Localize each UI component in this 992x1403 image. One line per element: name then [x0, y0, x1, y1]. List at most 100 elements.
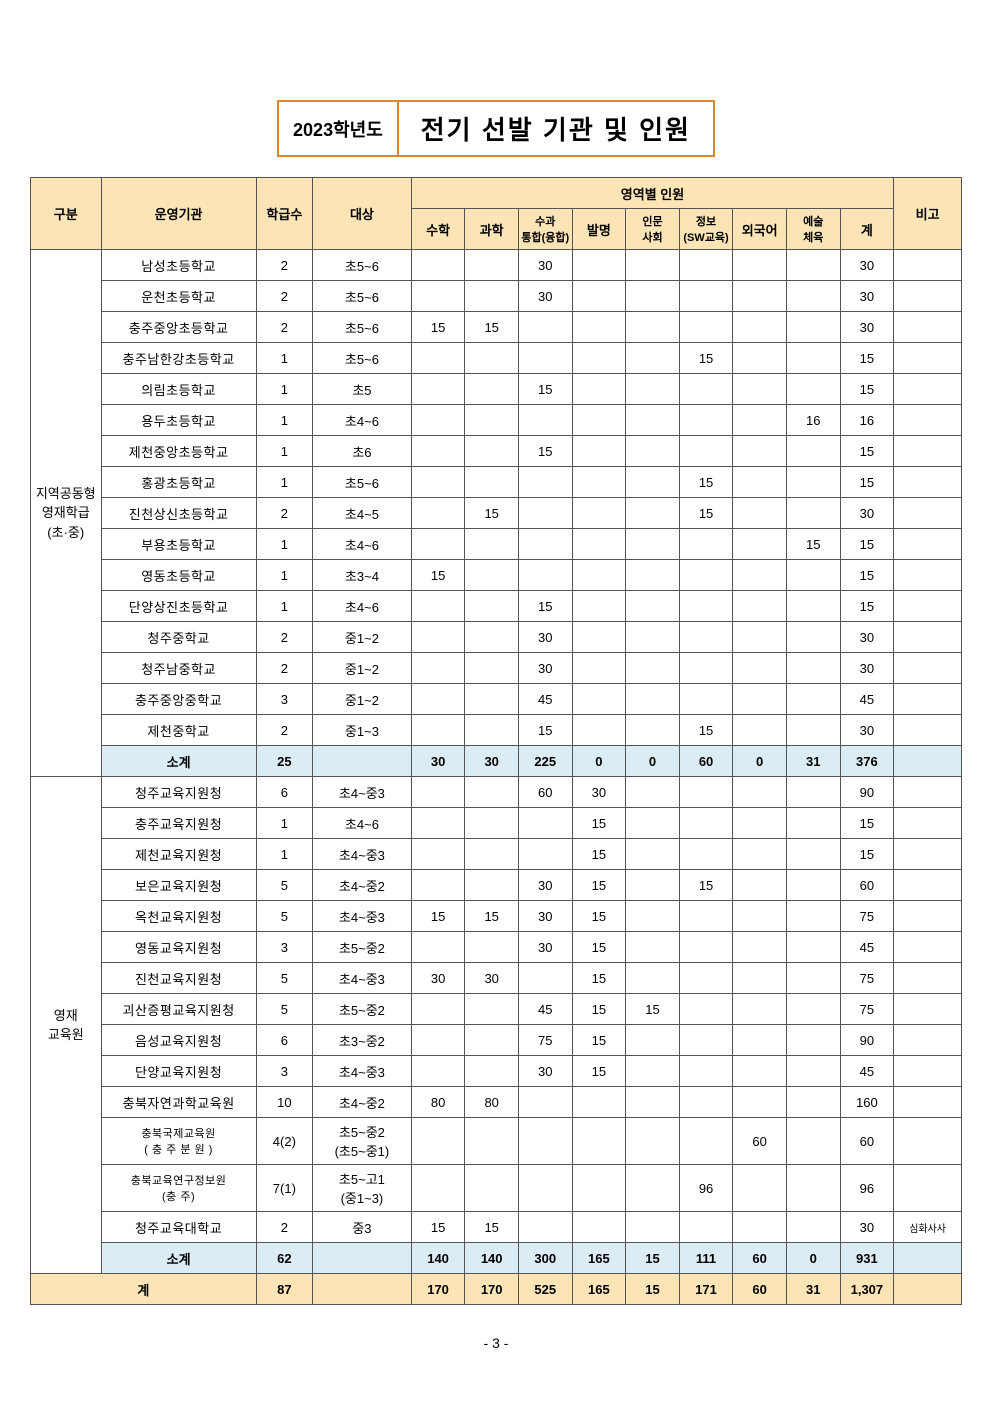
th-area-3: 발명 [572, 209, 626, 250]
cell [894, 1243, 962, 1274]
cell [679, 1118, 733, 1165]
cell [894, 622, 962, 653]
cell [786, 1056, 840, 1087]
cell: 1 [256, 374, 312, 405]
cell: 2 [256, 498, 312, 529]
cell [572, 1087, 626, 1118]
cell [313, 746, 412, 777]
cell: 5 [256, 901, 312, 932]
cell: 1 [256, 591, 312, 622]
cell: 15 [840, 374, 894, 405]
cell [465, 1165, 519, 1212]
cell: 청주교육대학교 [101, 1212, 256, 1243]
cell [465, 281, 519, 312]
cell: 60 [733, 1118, 787, 1165]
cell: 충주중앙초등학교 [101, 312, 256, 343]
cell: 15 [626, 1274, 680, 1305]
cell: 87 [256, 1274, 312, 1305]
cell [465, 436, 519, 467]
cell [894, 1025, 962, 1056]
cell [679, 405, 733, 436]
cell [572, 560, 626, 591]
cell: 초3~중2 [313, 1025, 412, 1056]
cell: 75 [518, 1025, 572, 1056]
cell [626, 591, 680, 622]
cell [679, 1212, 733, 1243]
cell [733, 1056, 787, 1087]
table-row: 용두초등학교1초4~61616 [31, 405, 962, 436]
table-row: 단양상진초등학교1초4~61515 [31, 591, 962, 622]
cell [786, 1118, 840, 1165]
cell: 2 [256, 1212, 312, 1243]
cell [572, 1118, 626, 1165]
cell [786, 622, 840, 653]
table-row: 충북교육연구정보원 (충 주)7(1)초5~고1 (중1~3)9696 [31, 1165, 962, 1212]
cell [786, 994, 840, 1025]
cell [411, 436, 465, 467]
cell [465, 560, 519, 591]
cell [411, 498, 465, 529]
cell: 111 [679, 1243, 733, 1274]
cell [411, 622, 465, 653]
cell [626, 250, 680, 281]
table-row: 괴산증평교육지원청5초5~중245151575 [31, 994, 962, 1025]
cell: 45 [840, 684, 894, 715]
cell: 2 [256, 715, 312, 746]
cell [786, 870, 840, 901]
cell [465, 653, 519, 684]
cell [465, 343, 519, 374]
cell [894, 684, 962, 715]
cell [679, 529, 733, 560]
cell [733, 250, 787, 281]
cell: 1 [256, 529, 312, 560]
cell: 376 [840, 746, 894, 777]
cell: 초5~6 [313, 281, 412, 312]
cell [572, 281, 626, 312]
cell [465, 467, 519, 498]
th-area-group: 영역별 인원 [411, 178, 893, 209]
cell [894, 405, 962, 436]
cell [786, 250, 840, 281]
cell [679, 436, 733, 467]
table-row: 진천교육지원청5초4~중330301575 [31, 963, 962, 994]
cell [572, 374, 626, 405]
cell: 30 [518, 622, 572, 653]
th-classes: 학급수 [256, 178, 312, 250]
cell [786, 653, 840, 684]
cell [411, 715, 465, 746]
subtotal-row: 소계6214014030016515111600931 [31, 1243, 962, 1274]
cell [786, 1165, 840, 1212]
cell: 90 [840, 777, 894, 808]
cell [894, 963, 962, 994]
cell [572, 1165, 626, 1212]
cell [411, 1025, 465, 1056]
cell: 15 [518, 374, 572, 405]
cell: 초4~중3 [313, 1056, 412, 1087]
cell [411, 405, 465, 436]
cell [518, 1118, 572, 1165]
cell [465, 777, 519, 808]
cell [411, 653, 465, 684]
cell: 30 [840, 653, 894, 684]
cell [679, 374, 733, 405]
cell [465, 932, 519, 963]
cell [679, 963, 733, 994]
cell: 30 [518, 870, 572, 901]
cell: 15 [572, 963, 626, 994]
cell: 15 [411, 312, 465, 343]
cell: 171 [679, 1274, 733, 1305]
cell: 소계 [101, 746, 256, 777]
cell [626, 312, 680, 343]
cell [894, 1087, 962, 1118]
cell: 충주교육지원청 [101, 808, 256, 839]
th-area-0: 수학 [411, 209, 465, 250]
cell [733, 1212, 787, 1243]
cell [786, 808, 840, 839]
cell [411, 591, 465, 622]
cell [894, 808, 962, 839]
cell: 1,307 [840, 1274, 894, 1305]
cell [626, 932, 680, 963]
cell: 15 [572, 1056, 626, 1087]
cell: 1 [256, 436, 312, 467]
cell [572, 250, 626, 281]
